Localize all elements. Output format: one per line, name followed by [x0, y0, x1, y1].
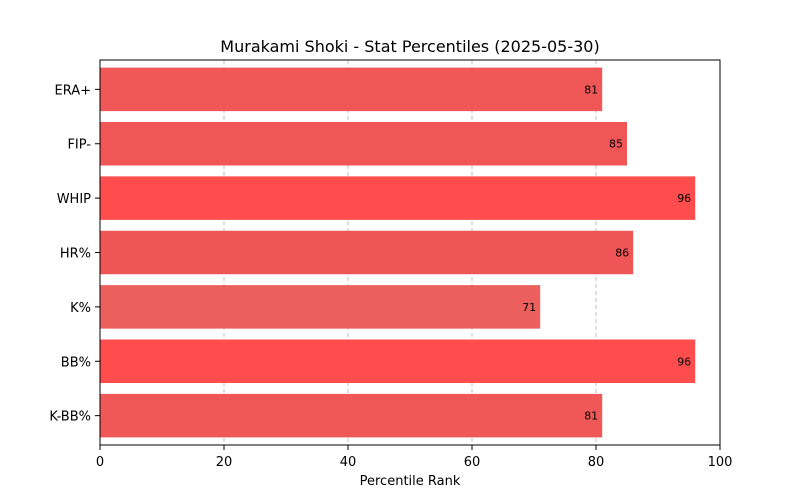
- x-tick-label-20: 20: [216, 455, 233, 470]
- bar-value-label-BB%: 96: [677, 355, 691, 368]
- y-axis: ERA+ FIP- WHIP HR% K% BB% K-BB%: [49, 83, 100, 425]
- x-tick-label-60: 60: [464, 455, 481, 470]
- bar-K%: [100, 285, 541, 329]
- bar-WHIP: [100, 176, 696, 220]
- x-tick-label-0: 0: [96, 455, 104, 470]
- bar-HR%: [100, 230, 634, 275]
- y-tick-label-ERA+: ERA+: [54, 83, 91, 98]
- bar-value-label-FIP-: 85: [609, 138, 623, 151]
- bar-K-BB%: [100, 393, 603, 438]
- bar-value-label-K%: 71: [522, 301, 536, 314]
- bar-FIP-: [100, 121, 627, 166]
- y-tick-label-K-BB%: K-BB%: [49, 410, 91, 425]
- x-tick-label-100: 100: [708, 455, 733, 470]
- bar-value-label-ERA+: 81: [584, 83, 598, 96]
- x-axis-label: Percentile Rank: [360, 474, 461, 489]
- y-tick-label-WHIP: WHIP: [57, 192, 91, 207]
- bar-value-label-WHIP: 96: [677, 192, 691, 205]
- bars: 81 85 96 86 71 96 81: [100, 67, 696, 438]
- bar-ERA+: [100, 67, 603, 112]
- y-tick-label-HR%: HR%: [60, 247, 91, 262]
- x-axis: 0 20 40 60 80 100: [96, 445, 733, 470]
- chart-title: Murakami Shoki - Stat Percentiles (2025-…: [220, 37, 599, 56]
- y-tick-label-K%: K%: [70, 301, 91, 316]
- bar-value-label-K-BB%: 81: [584, 410, 598, 423]
- y-tick-label-BB%: BB%: [61, 355, 91, 370]
- y-tick-label-FIP-: FIP-: [67, 138, 91, 153]
- x-tick-label-40: 40: [340, 455, 357, 470]
- bar-value-label-HR%: 86: [615, 247, 629, 260]
- bar-BB%: [100, 339, 696, 384]
- x-tick-label-80: 80: [588, 455, 605, 470]
